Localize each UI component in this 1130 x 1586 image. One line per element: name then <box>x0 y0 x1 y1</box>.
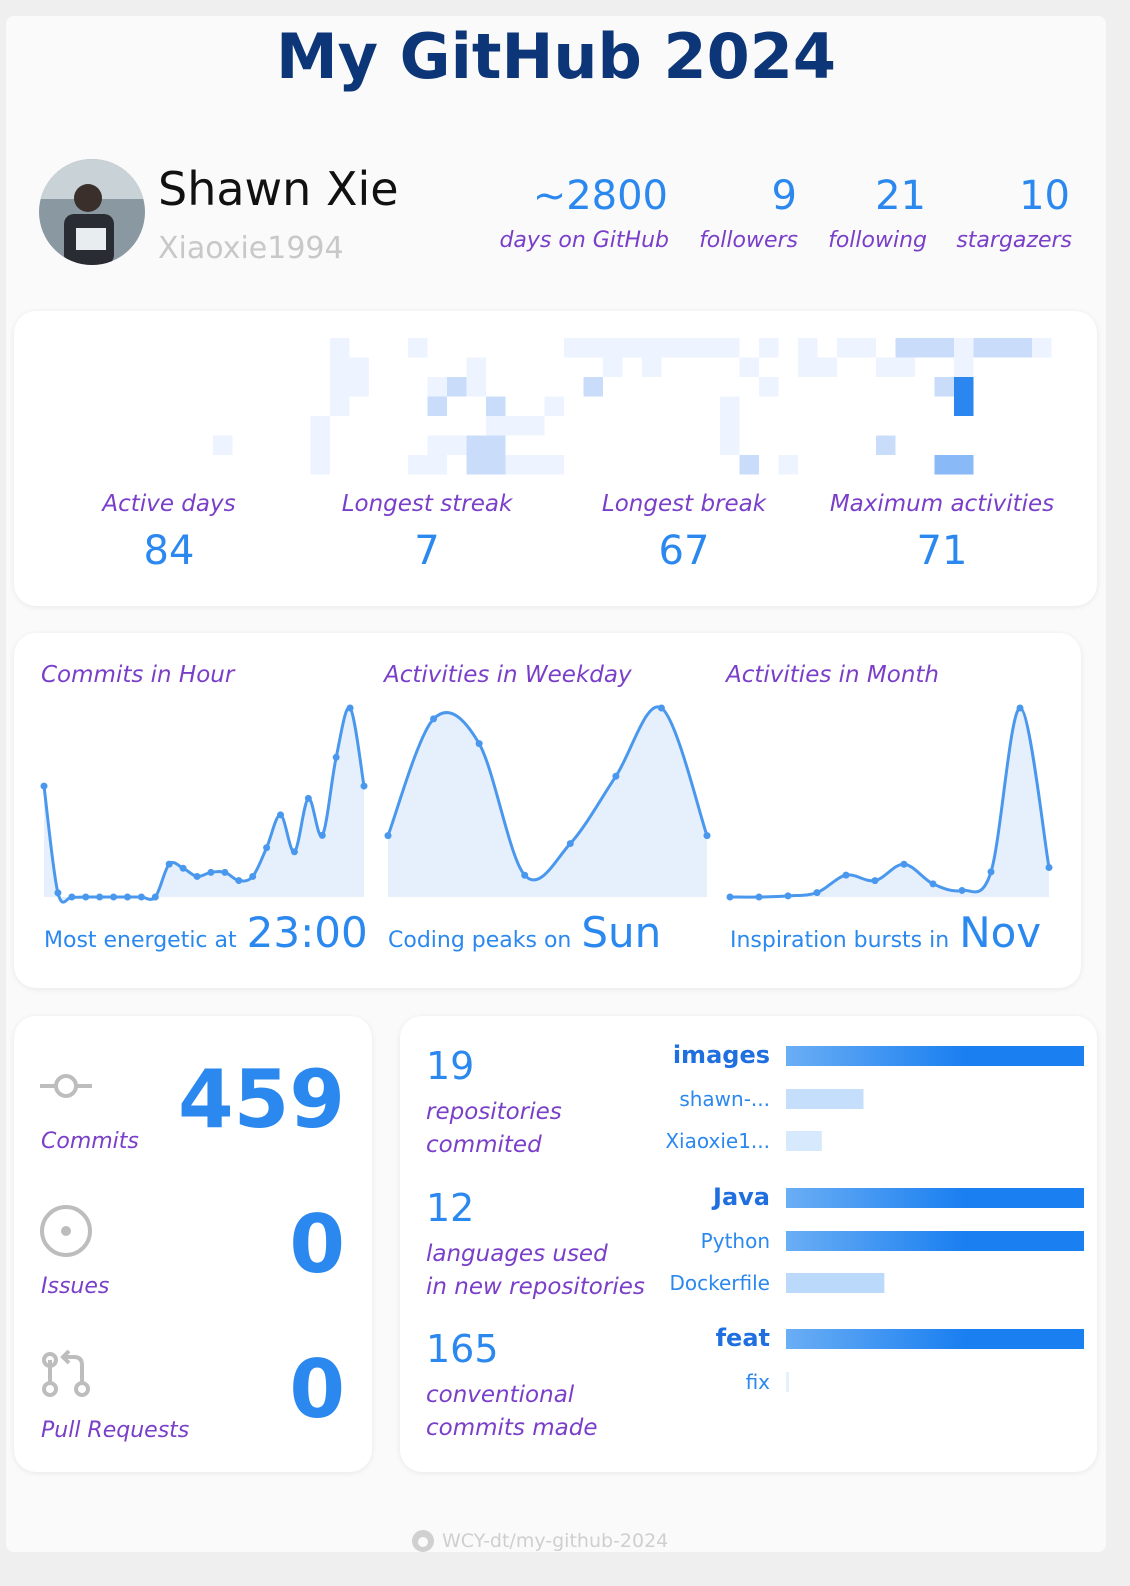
stat-label: following <box>828 228 927 253</box>
name: Shawn Xie <box>158 162 399 216</box>
bar-label: Dockerfile <box>669 1271 771 1295</box>
bar-label: Java <box>713 1183 770 1211</box>
summary-label: in new repositories <box>426 1274 645 1300</box>
count-label: Commits <box>41 1129 139 1154</box>
heatmap-stat-value: 67 <box>658 528 710 574</box>
heatmap-stat-label: Maximum activities <box>829 491 1055 517</box>
count-label: Issues <box>41 1274 110 1299</box>
bar-label: Python <box>700 1229 770 1253</box>
stat-value: 9 <box>771 173 797 219</box>
caption-highlight: Sun <box>581 908 662 957</box>
stat-value: 10 <box>1019 173 1070 219</box>
heatmap-stat-value: 84 <box>143 528 195 574</box>
summary-value: 19 <box>426 1044 475 1088</box>
stat-label: stargazers <box>956 228 1072 253</box>
chart-caption: Most energetic at 23:00 <box>44 912 384 954</box>
chart-title: Activities in Weekday <box>384 662 632 688</box>
stat-label: followers <box>699 228 798 253</box>
heatmap-stat-value: 71 <box>916 528 968 574</box>
heatmap-stat-label: Active days <box>102 491 236 517</box>
caption-text: Coding peaks on <box>388 928 572 953</box>
chart-title: Activities in Month <box>726 662 940 688</box>
summary-label: languages used <box>426 1241 608 1267</box>
footer: WCY-dt/my-github-2024 <box>442 1530 669 1552</box>
bar-label: feat <box>715 1324 770 1352</box>
caption-text: Inspiration bursts in <box>730 928 950 953</box>
stat-value: ~2800 <box>532 173 668 219</box>
heatmap-stat-label: Longest streak <box>341 491 513 517</box>
bar-label: fix <box>745 1370 770 1394</box>
chart-caption: Coding peaks on Sun <box>388 912 727 954</box>
caption-highlight: 23:00 <box>246 908 368 957</box>
username: Xiaoxie1994 <box>158 231 344 266</box>
caption-text: Most energetic at <box>44 928 237 953</box>
summary-value: 165 <box>426 1327 499 1371</box>
summary-label: commits made <box>426 1415 598 1441</box>
count-label: Pull Requests <box>41 1418 190 1443</box>
summary-label: commited <box>426 1132 542 1158</box>
stat-label: days on GitHub <box>499 228 669 253</box>
summary-value: 12 <box>426 1186 475 1230</box>
summary-label: conventional <box>426 1382 575 1408</box>
count-value: 0 <box>289 1198 345 1291</box>
count-value: 0 <box>289 1343 345 1436</box>
summary-label: repositories <box>426 1099 562 1125</box>
chart-caption: Inspiration bursts in Nov <box>730 912 1069 954</box>
chart-title: Commits in Hour <box>41 662 235 688</box>
caption-highlight: Nov <box>959 908 1042 957</box>
heatmap-stat-label: Longest break <box>601 491 767 517</box>
stat-value: 21 <box>875 173 926 219</box>
title: My GitHub 2024 <box>275 20 837 93</box>
bar-label: shawn-... <box>679 1087 770 1111</box>
count-value: 459 <box>178 1053 345 1146</box>
bar-label: Xiaoxie1... <box>665 1129 770 1153</box>
bar-label: images <box>672 1041 770 1069</box>
heatmap-stat-value: 7 <box>414 528 440 574</box>
